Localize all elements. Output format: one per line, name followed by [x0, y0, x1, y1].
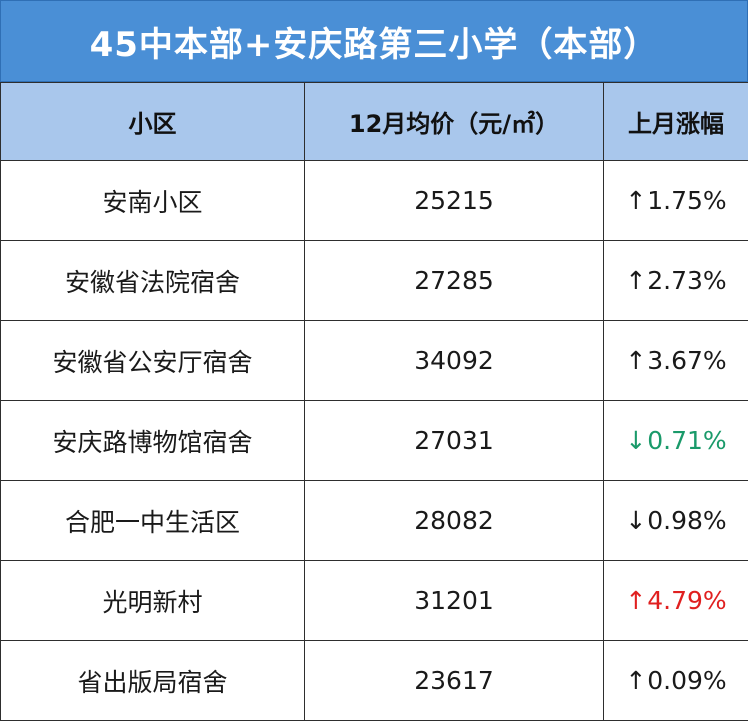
arrow-up-icon: ↑	[625, 186, 647, 215]
table-row: 光明新村 31201 ↑4.79%	[0, 560, 748, 641]
header-avg-price: 12月均价（元/㎡）	[304, 82, 604, 161]
change-value: 0.98%	[647, 506, 727, 535]
arrow-up-icon: ↑	[625, 266, 647, 295]
community-name-cell: 省出版局宿舍	[0, 640, 305, 721]
avg-price-cell: 25215	[304, 160, 604, 241]
arrow-up-icon: ↑	[625, 666, 647, 695]
arrow-down-icon: ↓	[625, 426, 647, 455]
community-name-cell: 合肥一中生活区	[0, 480, 305, 561]
community-name-cell: 安徽省公安厅宿舍	[0, 320, 305, 401]
price-table: 小区 12月均价（元/㎡） 上月涨幅 安南小区 25215 ↑1.75% 安徽省法院宿…	[0, 82, 748, 721]
arrow-down-icon: ↓	[625, 506, 647, 535]
table-row: 省出版局宿舍 23617 ↑0.09%	[0, 640, 748, 721]
community-name-cell: 安庆路博物馆宿舍	[0, 400, 305, 481]
monthly-change-cell: ↑3.67%	[603, 320, 748, 401]
header-monthly-change: 上月涨幅	[603, 82, 748, 161]
avg-price-cell: 34092	[304, 320, 604, 401]
community-name-cell: 安南小区	[0, 160, 305, 241]
monthly-change-cell: ↑4.79%	[603, 560, 748, 641]
change-value: 0.09%	[647, 666, 727, 695]
avg-price-cell: 28082	[304, 480, 604, 561]
table-row: 合肥一中生活区 28082 ↓0.98%	[0, 480, 748, 561]
table-row: 安庆路博物馆宿舍 27031 ↓0.71%	[0, 400, 748, 481]
change-value: 0.71%	[647, 426, 727, 455]
monthly-change-cell: ↑0.09%	[603, 640, 748, 721]
arrow-up-icon: ↑	[625, 586, 647, 615]
community-name-cell: 光明新村	[0, 560, 305, 641]
monthly-change-cell: ↑1.75%	[603, 160, 748, 241]
change-value: 4.79%	[647, 586, 727, 615]
change-value: 1.75%	[647, 186, 727, 215]
monthly-change-cell: ↓0.98%	[603, 480, 748, 561]
change-value: 3.67%	[647, 346, 727, 375]
header-community: 小区	[0, 82, 305, 161]
table-title: 45中本部+安庆路第三小学（本部）	[0, 0, 748, 82]
avg-price-cell: 27285	[304, 240, 604, 321]
monthly-change-cell: ↓0.71%	[603, 400, 748, 481]
monthly-change-cell: ↑2.73%	[603, 240, 748, 321]
arrow-up-icon: ↑	[625, 346, 647, 375]
change-value: 2.73%	[647, 266, 727, 295]
avg-price-cell: 23617	[304, 640, 604, 721]
avg-price-cell: 27031	[304, 400, 604, 481]
avg-price-cell: 31201	[304, 560, 604, 641]
community-name-cell: 安徽省法院宿舍	[0, 240, 305, 321]
table-row: 安南小区 25215 ↑1.75%	[0, 160, 748, 241]
header-row: 小区 12月均价（元/㎡） 上月涨幅	[0, 82, 748, 161]
table-row: 安徽省法院宿舍 27285 ↑2.73%	[0, 240, 748, 321]
table-row: 安徽省公安厅宿舍 34092 ↑3.67%	[0, 320, 748, 401]
